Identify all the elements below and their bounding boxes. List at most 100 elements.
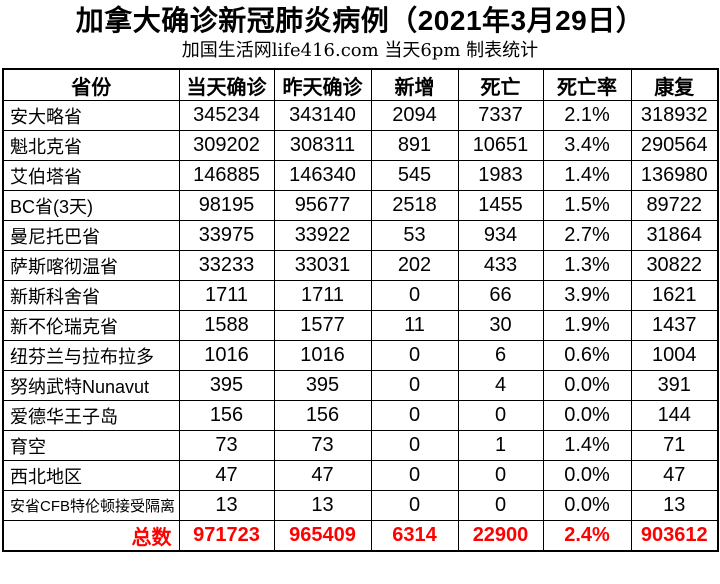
province-name-cell: 曼尼托巴省 <box>2 220 180 251</box>
value-cell: 1711 <box>273 280 372 311</box>
value-cell: 31864 <box>630 220 719 251</box>
province-name-cell: 新不伦瑞克省 <box>2 310 180 341</box>
value-cell: 0.0% <box>542 460 632 491</box>
table-header: 省份 当天确诊 昨天确诊 新增 死亡 死亡率 康复 <box>2 68 719 101</box>
total-value-cell: 971723 <box>178 520 275 552</box>
value-cell: 1983 <box>457 160 544 191</box>
value-cell: 345234 <box>178 100 275 131</box>
table-row: 新斯科舍省 1711 1711 0 66 3.9% 1621 <box>2 280 719 311</box>
header-cell: 当天确诊 <box>178 68 275 101</box>
table-row: 纽芬兰与拉布拉多 1016 1016 0 6 0.6% 1004 <box>2 340 719 371</box>
value-cell: 0 <box>370 340 459 371</box>
header-cell: 康复 <box>630 68 719 101</box>
total-row: 总数 971723 965409 6314 22900 2.4% 903612 <box>2 520 719 552</box>
province-name-cell: BC省(3天) <box>2 190 180 221</box>
value-cell: 1.3% <box>542 250 632 281</box>
total-value-cell: 965409 <box>273 520 372 552</box>
total-value-cell: 2.4% <box>542 520 632 552</box>
table-row: 育空 73 73 0 1 1.4% 71 <box>2 430 719 461</box>
table-row: 艾伯塔省 146885 146340 545 1983 1.4% 136980 <box>2 160 719 191</box>
table-row: 爱德华王子岛 156 156 0 0 0.0% 144 <box>2 400 719 431</box>
value-cell: 3.9% <box>542 280 632 311</box>
province-name-cell: 萨斯喀彻温省 <box>2 250 180 281</box>
header-cell: 新增 <box>370 68 459 101</box>
header-cell: 昨天确诊 <box>273 68 372 101</box>
value-cell: 33233 <box>178 250 275 281</box>
value-cell: 2.1% <box>542 100 632 131</box>
value-cell: 308311 <box>273 130 372 161</box>
value-cell: 2518 <box>370 190 459 221</box>
value-cell: 89722 <box>630 190 719 221</box>
value-cell: 395 <box>178 370 275 401</box>
value-cell: 1.9% <box>542 310 632 341</box>
value-cell: 1016 <box>178 340 275 371</box>
table-row: 安大略省 345234 343140 2094 7337 2.1% 318932 <box>2 100 719 131</box>
province-name-cell: 艾伯塔省 <box>2 160 180 191</box>
header-cell: 死亡 <box>457 68 544 101</box>
value-cell: 0 <box>370 490 459 521</box>
value-cell: 0.0% <box>542 490 632 521</box>
value-cell: 1.4% <box>542 430 632 461</box>
value-cell: 11 <box>370 310 459 341</box>
province-name-cell: 纽芬兰与拉布拉多 <box>2 340 180 371</box>
total-value-cell: 6314 <box>370 520 459 552</box>
value-cell: 0 <box>370 370 459 401</box>
value-cell: 10651 <box>457 130 544 161</box>
province-name-cell: 努纳武特Nunavut <box>2 370 180 401</box>
province-name-cell: 安大略省 <box>2 100 180 131</box>
province-name-cell: 育空 <box>2 430 180 461</box>
value-cell: 1621 <box>630 280 719 311</box>
value-cell: 95677 <box>273 190 372 221</box>
value-cell: 4 <box>457 370 544 401</box>
total-value-cell: 903612 <box>630 520 719 552</box>
value-cell: 0 <box>457 460 544 491</box>
value-cell: 30822 <box>630 250 719 281</box>
table-row: 西北地区 47 47 0 0 0.0% 47 <box>2 460 719 491</box>
value-cell: 13 <box>630 490 719 521</box>
total-label-cell: 总数 <box>2 520 180 552</box>
value-cell: 934 <box>457 220 544 251</box>
table-row: 魁北克省 309202 308311 891 10651 3.4% 290564 <box>2 130 719 161</box>
province-name-cell: 安省CFB特伦顿接受隔离 <box>2 490 180 521</box>
value-cell: 33975 <box>178 220 275 251</box>
value-cell: 433 <box>457 250 544 281</box>
province-name-cell: 爱德华王子岛 <box>2 400 180 431</box>
value-cell: 33922 <box>273 220 372 251</box>
table-row: 新不伦瑞克省 1588 1577 11 30 1.9% 1437 <box>2 310 719 341</box>
value-cell: 144 <box>630 400 719 431</box>
value-cell: 391 <box>630 370 719 401</box>
value-cell: 0 <box>457 490 544 521</box>
value-cell: 146340 <box>273 160 372 191</box>
value-cell: 1711 <box>178 280 275 311</box>
value-cell: 146885 <box>178 160 275 191</box>
value-cell: 47 <box>630 460 719 491</box>
value-cell: 6 <box>457 340 544 371</box>
value-cell: 7337 <box>457 100 544 131</box>
value-cell: 136980 <box>630 160 719 191</box>
value-cell: 1.5% <box>542 190 632 221</box>
page-title: 加拿大确诊新冠肺炎病例（2021年3月29日） <box>75 5 645 36</box>
total-value-cell: 22900 <box>457 520 544 552</box>
value-cell: 2094 <box>370 100 459 131</box>
page-subtitle: 加国生活网life416.com 当天6pm 制表统计 <box>181 40 539 61</box>
value-cell: 1 <box>457 430 544 461</box>
value-cell: 0 <box>457 400 544 431</box>
covid-stats-table: 省份 当天确诊 昨天确诊 新增 死亡 死亡率 康复 安大略省 345234 343140 2094… <box>2 68 719 552</box>
value-cell: 318932 <box>630 100 719 131</box>
value-cell: 1016 <box>273 340 372 371</box>
value-cell: 98195 <box>178 190 275 221</box>
value-cell: 891 <box>370 130 459 161</box>
table-row: 安省CFB特伦顿接受隔离 13 13 0 0 0.0% 13 <box>2 490 719 521</box>
value-cell: 395 <box>273 370 372 401</box>
table-row: 萨斯喀彻温省 33233 33031 202 433 1.3% 30822 <box>2 250 719 281</box>
value-cell: 1437 <box>630 310 719 341</box>
value-cell: 309202 <box>178 130 275 161</box>
province-name-cell: 西北地区 <box>2 460 180 491</box>
value-cell: 1588 <box>178 310 275 341</box>
value-cell: 71 <box>630 430 719 461</box>
province-name-cell: 新斯科舍省 <box>2 280 180 311</box>
value-cell: 30 <box>457 310 544 341</box>
value-cell: 2.7% <box>542 220 632 251</box>
value-cell: 202 <box>370 250 459 281</box>
